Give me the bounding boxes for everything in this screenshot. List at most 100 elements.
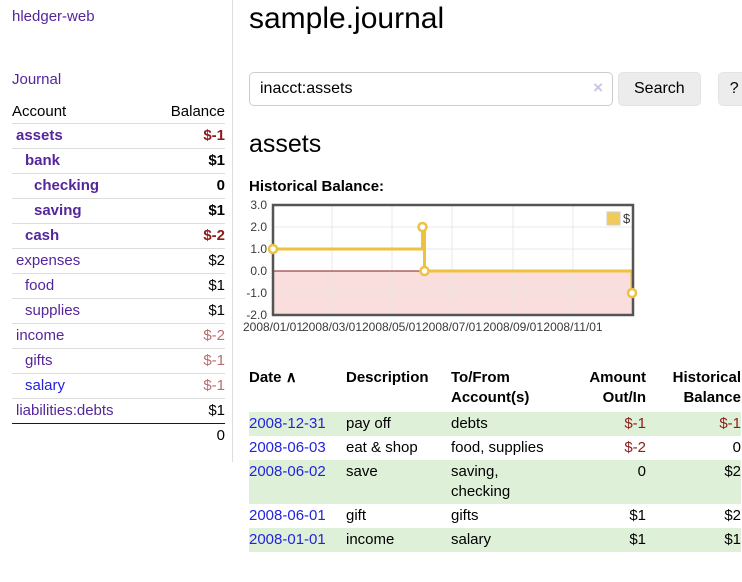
- register-table: Date ∧ Description To/From Account(s) Am…: [249, 366, 741, 552]
- transaction-accounts: saving, checking: [451, 460, 561, 504]
- account-row: supplies $1: [12, 299, 225, 324]
- account-link[interactable]: liabilities:debts: [12, 402, 114, 420]
- col-amount[interactable]: Amount Out/In: [561, 366, 646, 412]
- transaction-description: eat & shop: [346, 436, 451, 460]
- transaction-accounts: debts: [451, 412, 561, 436]
- account-heading: assets: [249, 130, 742, 158]
- transaction-balance: $2: [646, 460, 741, 504]
- sidebar-item-journal[interactable]: Journal: [12, 71, 61, 88]
- account-link[interactable]: assets: [12, 127, 63, 145]
- account-link[interactable]: income: [12, 327, 64, 345]
- col-description[interactable]: Description: [346, 366, 451, 412]
- account-link[interactable]: expenses: [12, 252, 80, 270]
- account-balance: $-1: [151, 124, 225, 149]
- transaction-accounts: salary: [451, 528, 561, 552]
- transaction-amount: $-1: [561, 412, 646, 436]
- sort-ascending-icon: ∧: [286, 369, 297, 386]
- account-balance: $1: [151, 199, 225, 224]
- transaction-balance: 0: [646, 436, 741, 460]
- page-title: sample.journal: [249, 2, 742, 36]
- svg-text:2008/03/01: 2008/03/01: [302, 320, 362, 334]
- chart-title: Historical Balance:: [249, 178, 742, 196]
- transaction-amount: $-2: [561, 436, 646, 460]
- account-balance: $2: [151, 249, 225, 274]
- col-accounts[interactable]: To/From Account(s): [451, 366, 561, 412]
- transaction-description: pay off: [346, 412, 451, 436]
- help-button[interactable]: ?: [718, 72, 742, 106]
- accounts-total-row: 0: [12, 424, 225, 449]
- accounts-col-account: Account: [12, 100, 151, 124]
- transaction-description: save: [346, 460, 451, 504]
- col-date[interactable]: Date ∧: [249, 366, 346, 412]
- brand-link[interactable]: hledger-web: [12, 8, 95, 25]
- transaction-balance: $2: [646, 504, 741, 528]
- account-row: income $-2: [12, 324, 225, 349]
- account-row: salary $-1: [12, 374, 225, 399]
- transaction-accounts: gifts: [451, 504, 561, 528]
- account-link[interactable]: supplies: [12, 302, 80, 320]
- account-link[interactable]: bank: [12, 152, 60, 170]
- search-input[interactable]: [249, 72, 613, 106]
- accounts-table-body: assets $-1 bank $1 checking 0 saving $1 …: [12, 124, 225, 424]
- transaction-row[interactable]: 2008-06-01 gift gifts $1 $2: [249, 504, 741, 528]
- transaction-row[interactable]: 2008-01-01 income salary $1 $1: [249, 528, 741, 552]
- balance-chart: 3.02.01.00.0-1.0-2.02008/01/012008/03/01…: [243, 202, 641, 338]
- account-row: food $1: [12, 274, 225, 299]
- register-header-row: Date ∧ Description To/From Account(s) Am…: [249, 366, 741, 412]
- svg-text:2008/11/01: 2008/11/01: [543, 320, 602, 334]
- transaction-row[interactable]: 2008-12-31 pay off debts $-1 $-1: [249, 412, 741, 436]
- account-row: liabilities:debts $1: [12, 399, 225, 424]
- search-button[interactable]: Search: [618, 72, 701, 106]
- account-row: expenses $2: [12, 249, 225, 274]
- accounts-col-balance: Balance: [151, 100, 225, 124]
- clear-search-icon[interactable]: ×: [593, 78, 603, 98]
- svg-text:$: $: [623, 211, 631, 226]
- account-link[interactable]: checking: [12, 177, 99, 195]
- svg-text:2008/05/01: 2008/05/01: [362, 320, 422, 334]
- transaction-date-link[interactable]: 2008-06-03: [249, 439, 326, 456]
- transaction-balance: $-1: [646, 412, 741, 436]
- transaction-row[interactable]: 2008-06-02 save saving, checking 0 $2: [249, 460, 741, 504]
- transaction-amount: 0: [561, 460, 646, 504]
- transaction-date-link[interactable]: 2008-06-02: [249, 463, 326, 480]
- register-body: 2008-12-31 pay off debts $-1 $-1 2008-06…: [249, 412, 741, 552]
- account-balance: $1: [151, 149, 225, 174]
- svg-text:2008/09/01: 2008/09/01: [483, 320, 543, 334]
- svg-text:1.0: 1.0: [250, 242, 267, 256]
- accounts-total: 0: [151, 424, 225, 449]
- account-row: checking 0: [12, 174, 225, 199]
- account-balance: $1: [151, 274, 225, 299]
- svg-text:-1.0: -1.0: [246, 286, 267, 300]
- svg-text:2.0: 2.0: [250, 220, 267, 234]
- transaction-description: gift: [346, 504, 451, 528]
- account-balance: $-1: [151, 374, 225, 399]
- sidebar: hledger-web Journal Account Balance asse…: [0, 0, 233, 462]
- account-link[interactable]: salary: [12, 377, 65, 395]
- account-row: saving $1: [12, 199, 225, 224]
- account-balance: $-2: [151, 324, 225, 349]
- transaction-row[interactable]: 2008-06-03 eat & shop food, supplies $-2…: [249, 436, 741, 460]
- account-row: bank $1: [12, 149, 225, 174]
- account-row: assets $-1: [12, 124, 225, 149]
- transaction-date-link[interactable]: 2008-01-01: [249, 531, 326, 548]
- transaction-amount: $1: [561, 528, 646, 552]
- account-link[interactable]: food: [12, 277, 54, 295]
- account-balance: $1: [151, 299, 225, 324]
- account-row: gifts $-1: [12, 349, 225, 374]
- col-balance[interactable]: Historical Balance: [646, 366, 741, 412]
- transaction-amount: $1: [561, 504, 646, 528]
- transaction-date-link[interactable]: 2008-12-31: [249, 415, 326, 432]
- account-link[interactable]: saving: [12, 202, 82, 220]
- account-link[interactable]: cash: [12, 227, 59, 245]
- transaction-description: income: [346, 528, 451, 552]
- transaction-accounts: food, supplies: [451, 436, 561, 460]
- account-balance: 0: [151, 174, 225, 199]
- svg-text:0.0: 0.0: [250, 264, 267, 278]
- svg-text:3.0: 3.0: [250, 198, 267, 212]
- transaction-date-link[interactable]: 2008-06-01: [249, 507, 326, 524]
- transaction-balance: $1: [646, 528, 741, 552]
- account-balance: $-2: [151, 224, 225, 249]
- main-content: sample.journal × Search ? assets Histori…: [233, 0, 742, 572]
- svg-text:2008/01/01: 2008/01/01: [243, 320, 303, 334]
- account-link[interactable]: gifts: [12, 352, 53, 370]
